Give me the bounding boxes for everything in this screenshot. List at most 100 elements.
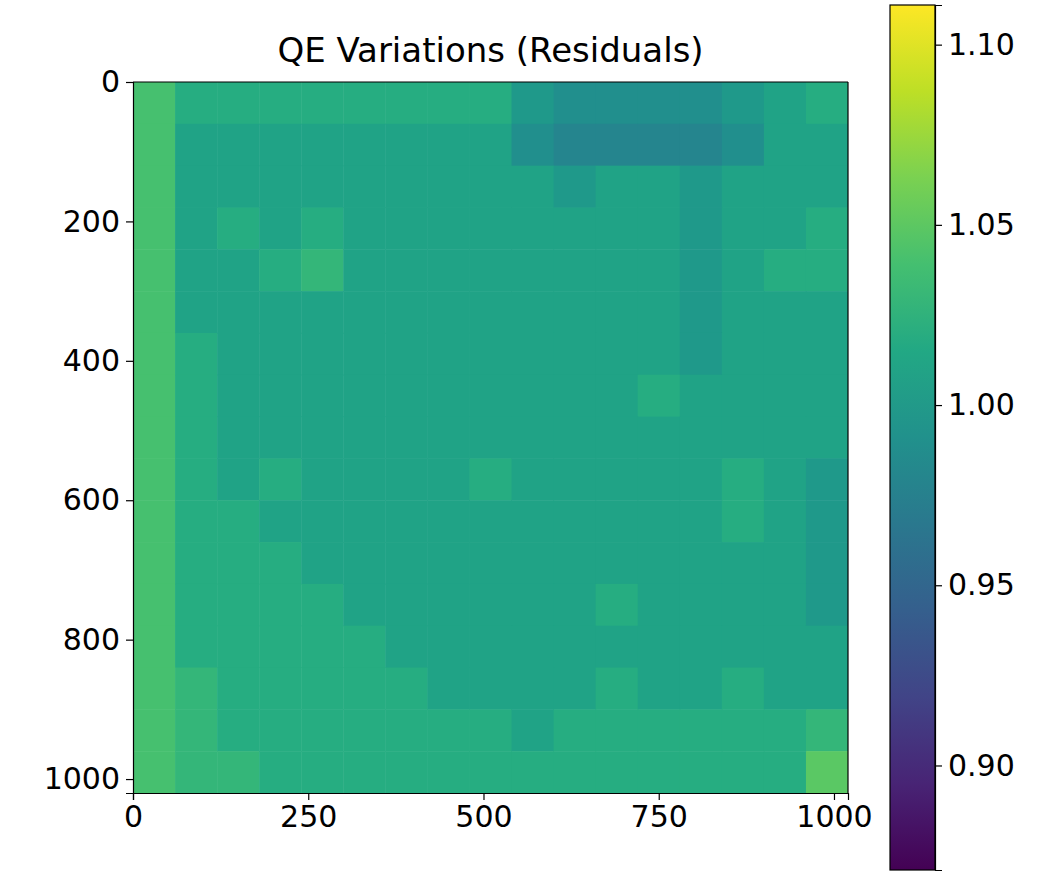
cell [133,82,176,124]
cell [512,82,555,124]
cell [554,626,597,668]
cell [638,166,681,208]
tick: 0.95 [935,567,1015,602]
cell [385,626,428,668]
cell [259,207,302,249]
cell [554,207,597,249]
cell [385,82,428,124]
cell [217,500,260,542]
cell [133,709,176,751]
axis-line [126,83,134,794]
cell [806,166,848,208]
cell [680,500,723,542]
cell [596,249,639,291]
cell [680,333,723,375]
cell [764,542,807,584]
cell [554,291,597,333]
cell [806,668,848,710]
cell [385,291,428,333]
tick-label: 500 [455,799,512,834]
cell [259,82,302,124]
cell [133,751,176,793]
cell [764,291,807,333]
tick: 1.10 [935,27,1015,62]
cell [217,417,260,459]
tick-mark [126,82,133,83]
cell [764,207,807,249]
cell [133,668,176,710]
tick-mark [126,500,133,501]
cell [638,542,681,584]
cell [722,207,765,249]
cell [343,500,386,542]
cell [427,417,470,459]
cell [427,375,470,417]
cell [427,82,470,124]
cell [554,166,597,208]
cell [638,124,681,166]
cell [512,375,555,417]
cell [806,375,848,417]
cell [596,626,639,668]
tick: 1000 [44,761,133,796]
cell [259,417,302,459]
cell [259,584,302,626]
cell [427,626,470,668]
cell [343,751,386,793]
title: QE Variations (Residuals) [277,30,703,70]
cell [259,375,302,417]
tick: 0.90 [935,748,1015,783]
cell [806,542,848,584]
cell [259,249,302,291]
tick: 750 [631,793,688,834]
cell [596,333,639,375]
tick-label: 750 [631,799,688,834]
cell [722,542,765,584]
cell [385,542,428,584]
cell [301,458,344,500]
tick-label: 1.10 [948,27,1015,62]
tick-label: 1.00 [948,387,1015,422]
cell [301,417,344,459]
cell [596,668,639,710]
cell [806,458,848,500]
cell [554,458,597,500]
cell [259,458,302,500]
cell [301,626,344,668]
cell [385,751,428,793]
tick-label: 0 [124,799,143,834]
cell [596,291,639,333]
cell [217,709,260,751]
cell [806,500,848,542]
cell [175,166,218,208]
cell [469,333,512,375]
cell [680,166,723,208]
cell [385,584,428,626]
cell [722,668,765,710]
tick-label: 200 [63,204,120,239]
cell [806,584,848,626]
tick-mark [935,585,942,586]
cell [806,82,848,124]
cell [554,668,597,710]
tick: 800 [63,622,133,657]
tick-label: 0.95 [948,567,1015,602]
cell [469,668,512,710]
cell [217,668,260,710]
cell [427,207,470,249]
cell [343,709,386,751]
cell [301,124,344,166]
tick-mark [935,225,942,226]
cell [638,584,681,626]
cell [806,709,848,751]
cell [301,584,344,626]
cell [512,584,555,626]
cell [722,249,765,291]
cell [175,291,218,333]
cell [596,500,639,542]
cell [175,542,218,584]
cell [512,124,555,166]
cell [469,124,512,166]
cell [680,291,723,333]
cell [259,751,302,793]
